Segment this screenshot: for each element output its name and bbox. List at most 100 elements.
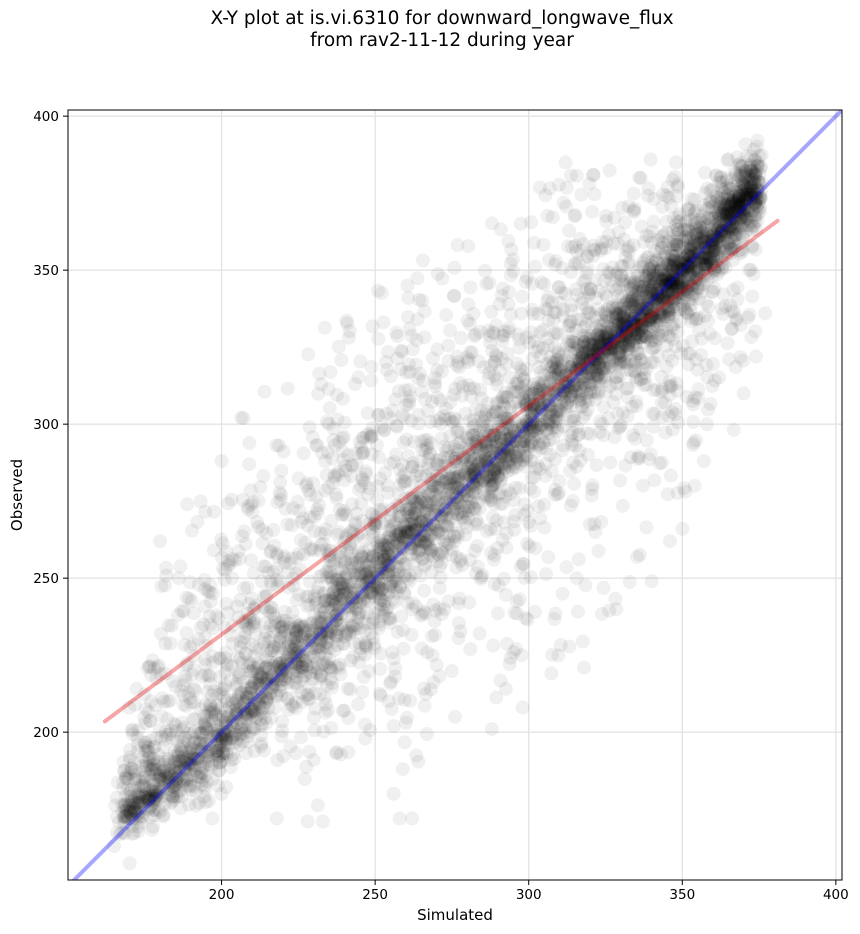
scatter-point (423, 528, 438, 543)
scatter-point (173, 753, 187, 768)
scatter-point (471, 473, 485, 488)
scatter-point (451, 596, 466, 611)
scatter-point (376, 422, 391, 437)
scatter-point (451, 631, 466, 645)
scatter-point (430, 342, 445, 357)
scatter-point (457, 488, 471, 503)
scatter-point (665, 422, 680, 437)
scatter-point (456, 483, 471, 498)
scatter-point (403, 693, 418, 708)
scatter-point (419, 517, 434, 532)
scatter-point (403, 526, 418, 541)
scatter-point (278, 623, 293, 638)
chart-title-line-2: from rav2-11-12 during year (310, 30, 574, 51)
scatter-point (365, 319, 380, 334)
scatter-point (438, 510, 452, 525)
scatter-point (664, 198, 679, 213)
scatter-point (623, 330, 638, 345)
scatter-point (231, 665, 246, 680)
scatter-point (484, 304, 499, 319)
scatter-point (242, 686, 257, 700)
scatter-point (596, 580, 611, 595)
scatter-point (658, 284, 673, 299)
scatter-point (369, 548, 384, 563)
scatter-point (324, 680, 339, 695)
scatter-point (411, 754, 426, 769)
scatter-point (447, 480, 462, 494)
scatter-point (722, 219, 737, 234)
scatter-point (232, 689, 246, 704)
scatter-point (743, 175, 758, 190)
scatter-point (736, 182, 751, 197)
scatter-point (721, 241, 735, 256)
scatter-point (274, 663, 289, 678)
scatter-point (443, 395, 458, 410)
scatter-point (396, 518, 411, 533)
scatter-point (642, 263, 657, 277)
scatter-point (490, 465, 505, 480)
scatter-point (735, 175, 750, 190)
scatter-point (709, 229, 724, 244)
scatter-point (274, 688, 289, 703)
scatter-point (142, 750, 157, 765)
scatter-point (589, 458, 604, 473)
scatter-point (731, 194, 746, 209)
scatter-point (574, 392, 589, 407)
scatter-point (524, 386, 539, 400)
scatter-point (406, 556, 421, 571)
scatter-point (388, 515, 402, 530)
scatter-point (358, 717, 373, 732)
scatter-point (524, 434, 538, 449)
scatter-point (311, 580, 326, 595)
scatter-point (398, 524, 413, 539)
scatter-point (418, 503, 433, 518)
scatter-point (446, 415, 461, 430)
scatter-point (358, 567, 373, 582)
scatter-point (602, 379, 617, 394)
scatter-point (555, 586, 570, 601)
scatter-point (417, 524, 432, 539)
scatter-point (708, 215, 723, 230)
scatter-point (476, 473, 490, 488)
scatter-point (490, 440, 505, 455)
scatter-point (714, 301, 729, 316)
scatter-point (414, 514, 428, 528)
scatter-point (719, 218, 734, 233)
scatter-point (680, 248, 695, 263)
scatter-point (382, 556, 397, 571)
scatter-point (419, 533, 434, 548)
scatter-point (439, 500, 454, 515)
scatter-point (518, 414, 533, 429)
scatter-point (579, 265, 594, 280)
scatter-point (181, 733, 195, 748)
scatter-point (363, 570, 378, 585)
scatter-point (745, 289, 760, 304)
scatter-point (437, 490, 452, 505)
scatter-point (161, 770, 176, 785)
scatter-point (318, 618, 333, 633)
scatter-point (324, 664, 339, 678)
scatter-point (688, 225, 703, 240)
scatter-point (288, 746, 303, 760)
scatter-point (663, 263, 678, 278)
scatter-point (320, 635, 335, 650)
scatter-point (713, 229, 727, 244)
scatter-point (581, 343, 596, 358)
scatter-point (669, 274, 684, 289)
scatter-point (684, 262, 699, 277)
scatter-point (427, 614, 442, 629)
scatter-point (733, 156, 748, 170)
scatter-point (385, 545, 400, 560)
scatter-point (416, 373, 431, 388)
scatter-point (214, 738, 229, 753)
scatter-point (313, 669, 328, 684)
scatter-point (502, 370, 517, 385)
scatter-point (450, 507, 465, 522)
scatter-point (708, 331, 722, 346)
scatter-point (548, 420, 562, 434)
scatter-point (606, 236, 621, 251)
scatter-point (277, 659, 292, 674)
scatter-point (574, 365, 589, 380)
scatter-point (411, 518, 426, 533)
scatter-point (398, 520, 413, 535)
